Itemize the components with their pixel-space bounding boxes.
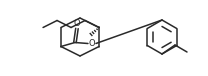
Text: O: O [74,19,80,28]
Text: O: O [89,39,95,48]
